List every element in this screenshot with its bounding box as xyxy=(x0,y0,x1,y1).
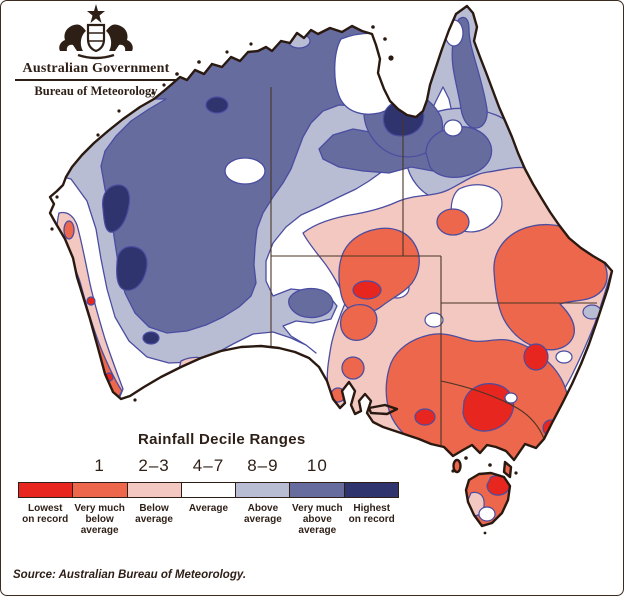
legend-range: 8–9 xyxy=(247,456,279,475)
legend-label: Very much below average xyxy=(74,503,125,536)
state-borders xyxy=(270,87,597,445)
legend-cell-highest-on-record xyxy=(343,483,398,497)
legend-range xyxy=(345,456,399,476)
offshore-islands xyxy=(50,25,518,535)
bureau-label: Bureau of Meteorology xyxy=(34,84,158,98)
header-rule xyxy=(15,79,177,81)
legend-label: Below average xyxy=(135,503,173,525)
legend-color-bar xyxy=(18,482,399,498)
legend-label: Lowest on record xyxy=(22,503,69,525)
legend-decile-numbers: 1 2–3 4–7 8–9 10 xyxy=(18,456,399,476)
legend-label: Highest on record xyxy=(348,503,395,525)
header-branding: Australian Government Bureau of Meteorol… xyxy=(1,1,191,99)
legend-title: Rainfall Decile Ranges xyxy=(138,431,306,448)
region-lowest-on-record xyxy=(86,280,560,496)
legend-label: Above average xyxy=(243,503,282,525)
legend-range: 10 xyxy=(306,456,328,475)
government-label: Australian Government xyxy=(22,61,170,76)
legend-labels: Lowest on record Very much below average Be… xyxy=(18,503,399,536)
legend-label: Very much above average xyxy=(292,503,343,536)
legend-range: 1 xyxy=(94,456,105,475)
coastline xyxy=(48,4,614,528)
legend-range xyxy=(18,456,72,476)
legend-cell-very-much-above xyxy=(289,483,344,497)
legend-range: 2–3 xyxy=(138,456,170,475)
legend-cell-above xyxy=(235,483,290,497)
source-attribution: Source: Australian Bureau of Meteorology… xyxy=(13,569,247,581)
legend-label: Average xyxy=(188,503,229,514)
legend-cell-below xyxy=(126,483,181,497)
region-average-dots xyxy=(478,392,518,522)
australian-coat-of-arms-icon xyxy=(59,4,133,60)
legend-cell-average xyxy=(180,483,236,497)
legend-cell-lowest-on-record xyxy=(19,483,73,497)
legend-range: 4–7 xyxy=(192,456,225,475)
legend-cell-very-much-below xyxy=(72,483,127,497)
